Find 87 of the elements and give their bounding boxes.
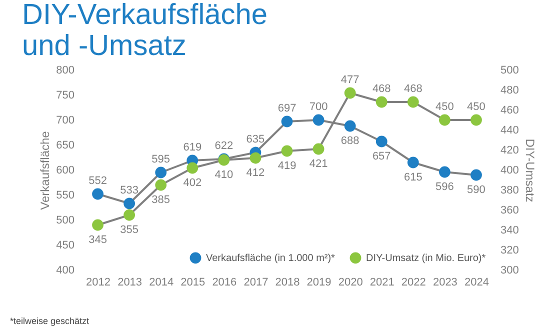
x-tick-label: 2023	[432, 276, 458, 288]
x-tick-label: 2018	[275, 276, 300, 288]
point	[92, 219, 104, 231]
y2-tick-label: 420	[500, 144, 519, 156]
x-tick-label: 2014	[149, 276, 174, 288]
data-label: 468	[404, 83, 422, 95]
data-label: 596	[436, 181, 454, 193]
point	[470, 114, 482, 126]
point	[124, 209, 136, 221]
data-label: 477	[340, 74, 360, 86]
point	[155, 179, 167, 191]
data-label: 450	[436, 101, 454, 113]
x-tick-label: 2016	[212, 276, 237, 288]
y-tick-label: 650	[56, 140, 74, 152]
y-tick-label: 500	[56, 214, 74, 226]
y-tick-label: 750	[56, 90, 74, 102]
x-tick-label: 2013	[118, 276, 142, 288]
y-axis-title: Verkaufsfläche	[38, 130, 52, 210]
point	[281, 145, 293, 157]
x-tick-label: 2017	[244, 276, 268, 288]
y2-tick-label: 340	[500, 224, 519, 236]
point	[312, 143, 324, 155]
data-label: 410	[214, 169, 234, 181]
y-tick-label: 800	[56, 64, 74, 76]
legend-label: Verkaufsfläche (in 1.000 m²)*	[206, 252, 336, 264]
data-label: 345	[88, 234, 107, 246]
point	[92, 188, 104, 200]
data-label: 657	[372, 150, 391, 162]
chart-title: DIY-Verkaufsfläche und -Umsatz	[22, 0, 269, 62]
data-label: 615	[404, 172, 422, 184]
data-label: 355	[120, 224, 138, 236]
y2-tick-label: 380	[500, 184, 519, 196]
data-label: 700	[309, 101, 328, 113]
y-tick-label: 400	[56, 264, 74, 276]
text: *teilweise geschätzt	[10, 316, 90, 326]
y-tick-label: 450	[56, 240, 74, 252]
y2-tick-label: 460	[500, 104, 519, 116]
point	[438, 114, 450, 126]
data-label: 533	[120, 184, 138, 196]
point	[186, 162, 198, 174]
point	[155, 166, 167, 178]
y2-tick-label: 400	[500, 164, 519, 176]
y2-tick-label: 360	[500, 204, 519, 216]
data-label: 590	[467, 184, 486, 196]
y2-tick-label: 500	[500, 64, 519, 76]
data-label: 402	[183, 177, 202, 189]
point	[312, 114, 324, 126]
data-label: 595	[152, 154, 170, 166]
data-label: 552	[88, 175, 107, 187]
point	[376, 136, 388, 148]
point	[438, 166, 450, 178]
data-label: 385	[152, 194, 170, 206]
data-label: 419	[278, 160, 296, 172]
y2-tick-label: 440	[500, 124, 519, 136]
y-tick-label: 550	[56, 190, 74, 202]
legend-label: DIY-Umsatz (in Mio. Euro)*	[366, 252, 486, 264]
y2-axis-title: DIY-Umsatz	[522, 138, 537, 202]
data-label: 412	[246, 167, 265, 179]
y-tick-label: 600	[56, 164, 74, 176]
x-tick-label: 2019	[306, 276, 332, 288]
point	[470, 169, 482, 181]
x-tick-label: 2015	[180, 276, 206, 288]
data-label: 450	[467, 101, 486, 113]
point	[344, 87, 356, 99]
data-label: 688	[340, 135, 360, 147]
x-tick-label: 2021	[370, 276, 394, 288]
x-tick-label: 2012	[86, 276, 111, 288]
data-label: 619	[183, 142, 202, 154]
data-label: 697	[278, 102, 296, 114]
y2-tick-label: 320	[500, 244, 519, 256]
point	[407, 156, 419, 168]
data-label: 421	[309, 158, 328, 170]
x-tick-label: 2022	[401, 276, 426, 288]
data-label: 468	[372, 83, 391, 95]
x-tick-label: 2024	[464, 276, 489, 288]
data-label: 622	[214, 140, 234, 152]
y-tick-label: 700	[56, 114, 74, 126]
point	[407, 96, 419, 108]
y2-tick-label: 480	[500, 84, 519, 96]
point	[376, 96, 388, 108]
point	[281, 116, 293, 128]
data-label: 635	[246, 134, 265, 146]
point	[124, 198, 136, 210]
y2-tick-label: 300	[500, 264, 519, 276]
x-tick-label: 2020	[338, 276, 363, 288]
point	[344, 120, 356, 132]
point	[250, 152, 262, 164]
